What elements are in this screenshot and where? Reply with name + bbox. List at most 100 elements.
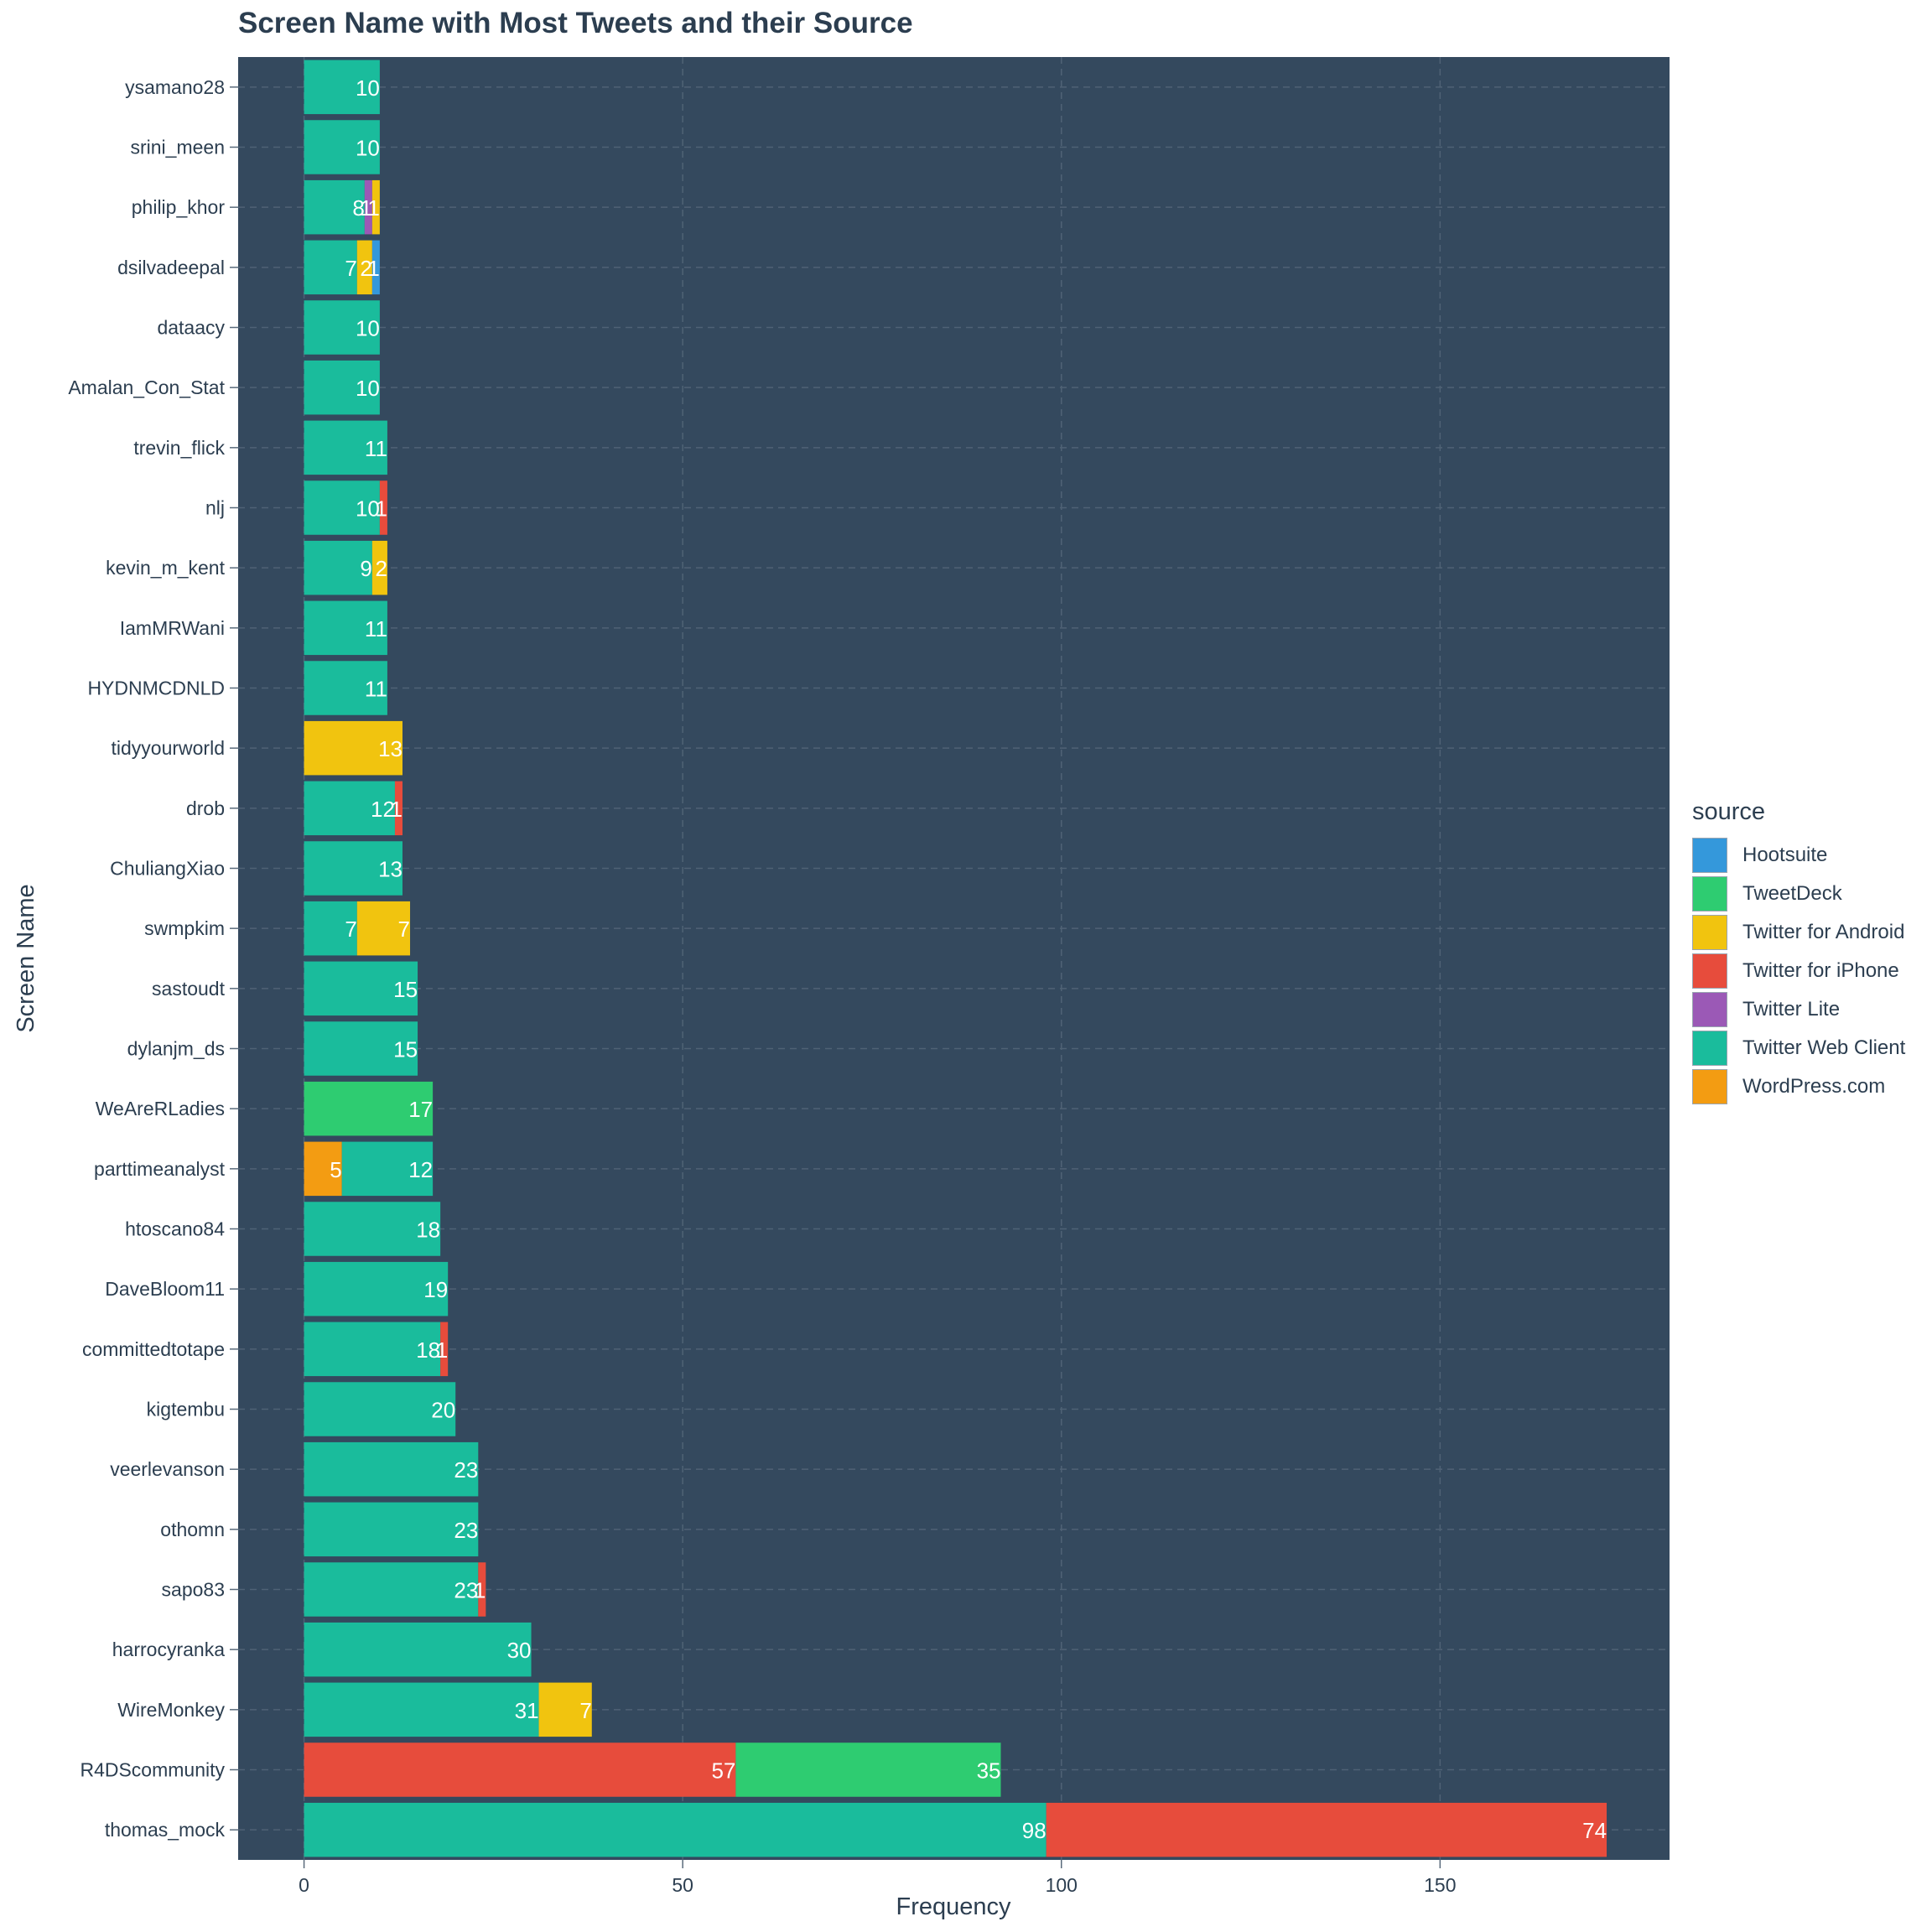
x-tick-label: 0 [299, 1874, 309, 1896]
bar-value-label: 1 [367, 256, 379, 281]
legend-item: Twitter for Android [1692, 913, 1905, 952]
bar-segment [304, 841, 402, 896]
legend-swatch [1692, 1069, 1727, 1104]
x-axis-ticks: 0 50 100 150 [299, 1860, 1457, 1896]
bar-value-label: 23 [454, 1578, 478, 1603]
y-tick-label: trevin_flick [133, 437, 225, 459]
legend-swatch [1692, 838, 1727, 873]
bar-segment [364, 179, 372, 235]
bar-value-label: 1 [436, 1337, 448, 1363]
bar-value-label: 1 [474, 1578, 486, 1603]
y-tick-label: tidyyourworld [112, 737, 226, 759]
bar-value-label: 10 [356, 316, 380, 341]
y-tick-label: WireMonkey [117, 1699, 225, 1721]
bar-segment [304, 1202, 441, 1256]
bar-segment [304, 720, 402, 776]
bar-segment [440, 1322, 449, 1377]
x-axis-label: Frequency [896, 1893, 1011, 1920]
bar-segment [304, 1322, 441, 1377]
bar-value-label: 9 [360, 556, 371, 581]
bar-segment [304, 1802, 1046, 1857]
legend-item: WordPress.com [1692, 1067, 1905, 1106]
y-tick-label: nlj [205, 497, 225, 519]
y-tick-label: sastoudt [152, 978, 226, 1000]
y-tick-label: harrocyranka [112, 1639, 225, 1660]
bar-value-label: 1 [375, 496, 387, 522]
y-tick-label: drob [186, 797, 225, 819]
bar-value-label: 10 [356, 136, 380, 161]
legend-item: Twitter Lite [1692, 990, 1905, 1029]
y-tick-label: dylanjm_ds [127, 1038, 225, 1060]
y-tick-label: veerlevanson [110, 1458, 225, 1480]
bar-segment [304, 1441, 479, 1497]
bar-value-label: 11 [365, 436, 387, 461]
y-tick-label: othomn [160, 1519, 225, 1540]
y-axis-ticks: ysamano28 srini_meen philip_khor dsilvadeep… [68, 76, 238, 1841]
bar-segment [371, 540, 387, 595]
bar-value-label: 1 [367, 195, 379, 221]
bar-segment [304, 1742, 736, 1797]
chart-title: Screen Name with Most Tweets and their S… [238, 7, 913, 39]
bar-segment [304, 60, 380, 115]
x-tick-label: 150 [1424, 1874, 1456, 1896]
bar-segment [304, 781, 395, 836]
bar-segment [1046, 1802, 1607, 1857]
bar-segment [304, 1502, 479, 1557]
legend-label: Twitter for Android [1742, 921, 1905, 943]
legend: source Hootsuite TweetDeck Twitter for And… [1692, 798, 1905, 1106]
x-tick-label: 50 [672, 1874, 693, 1896]
bar-value-label: 15 [393, 977, 418, 1002]
bar-segment [304, 661, 387, 715]
bar-value-label: 10 [356, 496, 380, 522]
legend-item: Twitter Web Client [1692, 1029, 1905, 1067]
bar-segment [735, 1742, 1001, 1797]
y-tick-label: kevin_m_kent [106, 557, 226, 579]
plot-panel [238, 57, 1670, 1860]
bar-segment [394, 781, 402, 836]
bar-segment [341, 1141, 434, 1197]
bar-segment [304, 1021, 418, 1076]
bar-segment [304, 1562, 479, 1617]
legend-label: Hootsuite [1742, 844, 1828, 866]
y-tick-label: IamMRWani [120, 617, 225, 639]
y-tick-label: sapo83 [162, 1579, 225, 1601]
bar-segment [304, 600, 387, 656]
bar-value-label: 57 [711, 1758, 735, 1784]
bar-value-label: 12 [371, 797, 395, 822]
bar-value-label: 7 [579, 1698, 591, 1723]
bar-segment [304, 901, 357, 956]
bar-segment [379, 480, 387, 535]
y-tick-label: swmpkim [144, 917, 225, 939]
y-tick-label: srini_meen [131, 137, 226, 158]
bar-value-label: 18 [416, 1218, 440, 1243]
legend-item: Hootsuite [1692, 836, 1905, 875]
legend-label: Twitter Lite [1742, 998, 1841, 1021]
bar-segment [304, 1682, 539, 1737]
legend-swatch [1692, 876, 1727, 911]
bar-value-label: 23 [454, 1457, 478, 1483]
bar-segment [304, 360, 380, 415]
legend-swatch [1692, 953, 1727, 989]
bar-value-label: 7 [398, 917, 410, 942]
bar-segment [304, 480, 380, 535]
bar-value-label: 7 [345, 917, 356, 942]
y-tick-label: Amalan_Con_Stat [68, 377, 225, 398]
bar-value-label: 11 [365, 616, 387, 641]
bar-value-label: 8 [352, 195, 364, 221]
bar-segment [304, 179, 365, 235]
y-tick-label: dsilvadeepal [117, 257, 225, 278]
bar-segment [304, 120, 380, 174]
y-tick-label: philip_khor [132, 196, 226, 218]
legend-swatch [1692, 992, 1727, 1027]
y-tick-label: HYDNMCDNLD [87, 678, 225, 699]
bar-value-label: 13 [378, 857, 402, 882]
y-tick-label: committedtotape [82, 1338, 225, 1360]
legend-swatch [1692, 1031, 1727, 1066]
bar-value-label: 11 [365, 677, 387, 702]
bar-value-label: 98 [1022, 1818, 1046, 1843]
bar-segment [304, 1382, 456, 1436]
y-tick-label: WeAreRLadies [96, 1098, 225, 1119]
y-tick-label: dataacy [157, 317, 225, 339]
bar-segment [304, 1141, 342, 1197]
